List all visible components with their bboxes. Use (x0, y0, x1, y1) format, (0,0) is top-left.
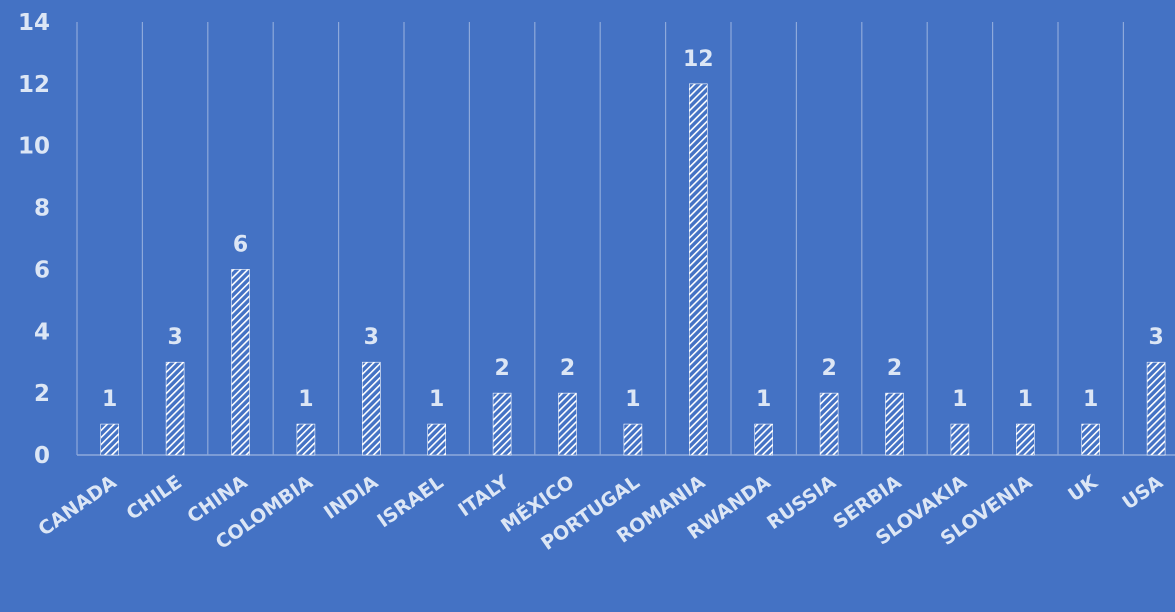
data-label: 12 (683, 47, 714, 72)
data-label: 2 (821, 356, 836, 381)
bar (885, 392, 904, 456)
x-tick-label: USA (1118, 471, 1167, 514)
data-label: 3 (167, 325, 182, 350)
bar (165, 361, 185, 456)
y-tick-label: 0 (34, 443, 50, 469)
data-label: 1 (429, 387, 444, 412)
data-label: 2 (560, 356, 575, 381)
bar (1015, 423, 1035, 456)
y-tick-label: 4 (34, 319, 50, 345)
data-label: 1 (298, 387, 313, 412)
y-tick-label: 8 (34, 196, 50, 222)
bar (100, 423, 119, 456)
bar (1146, 361, 1166, 456)
x-tick-label: RUSSIA (763, 471, 840, 534)
y-tick-label: 2 (34, 381, 50, 407)
data-label: 3 (1148, 325, 1163, 350)
bar (427, 423, 447, 456)
data-label: 1 (1083, 387, 1098, 412)
bar (754, 423, 774, 456)
data-label: 1 (102, 387, 117, 412)
bar (361, 361, 381, 456)
bar (623, 423, 643, 456)
bar (1081, 423, 1100, 456)
x-tick-label: INDIA (320, 471, 382, 524)
x-tick-label: CHILE (123, 471, 186, 525)
bar (296, 423, 316, 456)
bar (688, 83, 708, 456)
x-tick-label: ISRAEL (373, 471, 447, 532)
y-tick-label: 14 (18, 10, 50, 36)
data-label: 1 (625, 387, 640, 412)
data-label: 2 (494, 356, 509, 381)
data-label: 6 (233, 232, 248, 257)
x-tick-label: CANADA (34, 471, 120, 541)
bar (492, 392, 512, 456)
data-label: 1 (756, 387, 771, 412)
x-tick-label: UK (1064, 470, 1102, 506)
bar (558, 392, 577, 456)
bar (950, 423, 970, 456)
y-tick-label: 6 (34, 257, 50, 283)
bar (819, 392, 839, 456)
y-tick-label: 10 (18, 134, 50, 160)
data-label: 1 (952, 387, 967, 412)
data-label: 2 (887, 356, 902, 381)
data-label: 3 (364, 325, 379, 350)
y-tick-label: 12 (18, 72, 50, 98)
bar (231, 269, 250, 456)
y-axis: 0 2 4 6 8 10 12 14 (18, 10, 50, 469)
data-label: 1 (1018, 387, 1033, 412)
bars (100, 83, 1166, 456)
